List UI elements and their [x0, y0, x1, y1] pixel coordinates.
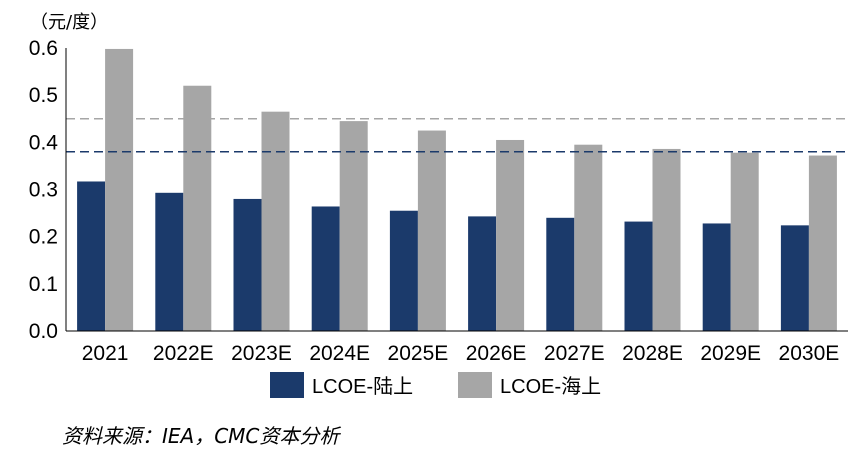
bar-offshore [496, 139, 525, 331]
x-tick-label: 2023E [231, 342, 292, 365]
legend-label-onshore: LCOE-陆上 [312, 375, 413, 398]
bar-onshore [546, 217, 575, 331]
bar-offshore [808, 155, 837, 331]
y-tick-label: 0.4 [29, 131, 59, 154]
bar-onshore [155, 192, 184, 331]
y-tick-label: 0.0 [29, 320, 58, 343]
bar-onshore [624, 221, 653, 331]
bar-offshore [652, 148, 681, 331]
x-tick-label: 2022E [153, 342, 214, 365]
x-tick-label: 2025E [388, 342, 449, 365]
reference-lines [66, 118, 848, 153]
legend-swatch-onshore [270, 372, 304, 398]
x-tick-label: 2026E [466, 342, 527, 365]
x-tick-label: 2027E [544, 342, 605, 365]
x-tick-label: 2024E [309, 342, 370, 365]
legend-swatch-offshore [458, 372, 492, 398]
y-tick-label: 0.2 [29, 226, 58, 249]
x-tick-label: 2028E [622, 342, 683, 365]
y-tick-label: 0.6 [29, 37, 58, 60]
bar-offshore [105, 48, 134, 332]
bar-onshore [702, 223, 731, 331]
y-tick-label: 0.5 [29, 84, 58, 107]
bar-offshore [339, 121, 368, 331]
legend: LCOE-陆上 LCOE-海上 [270, 372, 601, 398]
bar-offshore [183, 85, 212, 331]
bar-onshore [233, 198, 262, 331]
legend-label-offshore: LCOE-海上 [500, 375, 601, 398]
y-tick-label: 0.3 [29, 179, 58, 202]
bar-onshore [311, 206, 340, 331]
bar-offshore [417, 130, 446, 331]
y-axis: 0.0 0.1 0.2 0.3 0.4 0.5 0.6 [29, 37, 59, 343]
bar-onshore [389, 210, 418, 331]
bar-offshore [261, 111, 290, 331]
bar-offshore [574, 144, 603, 331]
x-axis: 2021 2022E 2023E 2024E 2025E 2026E 2027E 2028E 2… [82, 342, 840, 365]
bar-onshore [77, 181, 106, 331]
y-tick-label: 0.1 [29, 273, 58, 296]
bars-group [77, 48, 837, 332]
x-tick-label: 2030E [779, 342, 840, 365]
x-tick-label: 2021 [82, 342, 129, 365]
bar-onshore [780, 225, 809, 331]
bar-onshore [468, 216, 497, 331]
source-note: 资料来源：IEA，CMC资本分析 [62, 424, 340, 448]
y-axis-unit-label: （元/度） [30, 12, 108, 33]
x-tick-label: 2029E [700, 342, 761, 365]
bar-offshore [730, 152, 759, 331]
